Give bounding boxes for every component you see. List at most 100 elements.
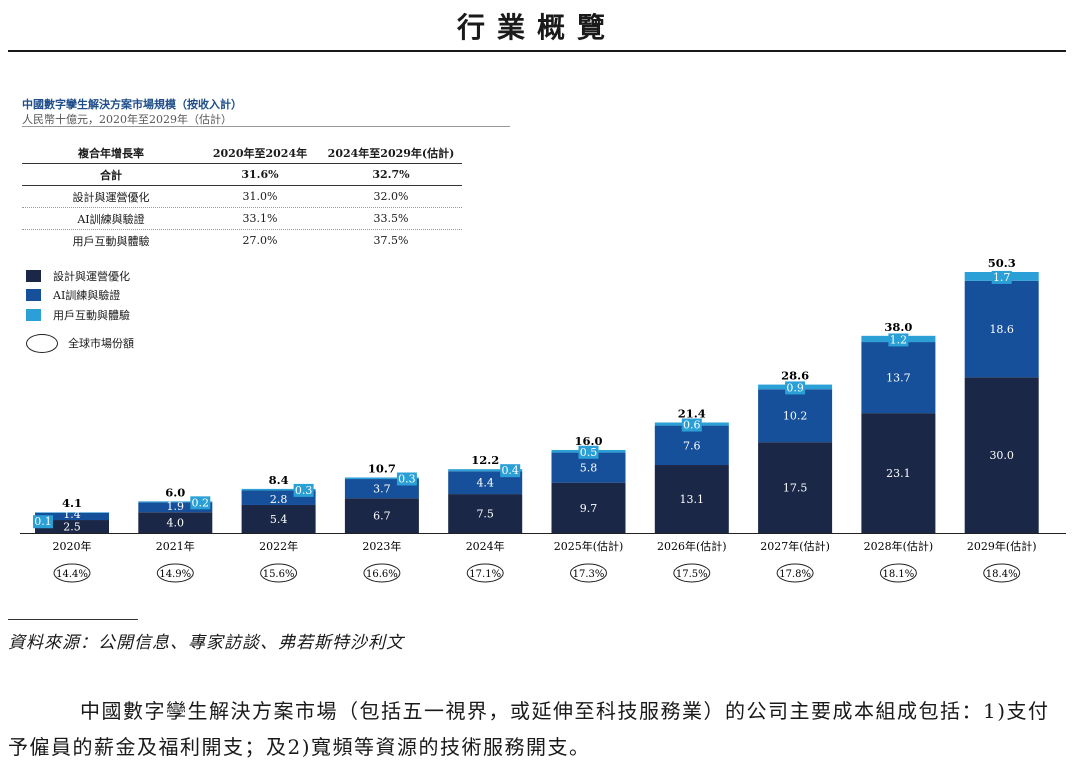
bar-segment — [241, 504, 316, 533]
legend-label: 設計與運營優化 — [53, 269, 130, 283]
segment-label-badge — [785, 381, 806, 395]
segment-value-label: 30.0 — [989, 449, 1014, 462]
cagr-cell-value: 37.5% — [373, 234, 409, 247]
global-share-oval — [879, 563, 917, 583]
cagr-table: 複合年增長率 2020年至2024年 2024年至2029年(估計) 合計 31… — [22, 142, 462, 251]
chart-legend: 設計與運營優化 AI訓練與驗證 用戶互動與體驗 全球市場份額 — [26, 266, 134, 353]
cagr-cell-label: 用戶互動與體驗 — [72, 234, 150, 248]
segment-label-badge — [190, 496, 211, 510]
total-value-label: 10.7 — [368, 461, 396, 475]
bar-segment — [964, 280, 1039, 378]
legend-label: AI訓練與驗證 — [53, 289, 121, 303]
total-value-label: 16.0 — [574, 434, 602, 448]
global-share-oval — [53, 563, 91, 583]
cagr-row-ux: 用戶互動與體驗 27.0% 37.5% — [22, 230, 462, 251]
global-share-oval — [260, 563, 298, 583]
legend-item-global-share: 全球市場份額 — [26, 333, 134, 353]
title-divider — [22, 126, 510, 127]
segment-value-label: 1.2 — [890, 333, 908, 346]
global-share-label: 14.4% — [56, 569, 88, 580]
bar-segment — [138, 502, 213, 513]
segment-value-label: 0.4 — [501, 464, 519, 477]
legend-swatch — [26, 269, 41, 282]
segment-value-label: 2.5 — [63, 521, 81, 534]
x-tick-label: 2026年(估計) — [657, 539, 727, 553]
segment-value-label: 10.2 — [783, 410, 808, 423]
bar-segment — [35, 520, 109, 533]
cagr-header-metric: 複合年增長率 — [78, 146, 144, 160]
bar-segment — [138, 501, 213, 503]
segment-value-label: 2.8 — [270, 493, 288, 506]
segment-value-label: 7.5 — [476, 508, 494, 521]
bar-segment — [344, 498, 419, 533]
body-paragraph: 中國數字孿生解決方案市場（包括五一視界，或延伸至科技服務業）的公司主要成本組成包… — [8, 699, 1050, 759]
bar-segment — [448, 494, 523, 533]
global-share-label: 18.1% — [883, 569, 915, 580]
x-tick-label: 2029年(估計) — [967, 539, 1037, 553]
total-value-label: 50.3 — [988, 256, 1016, 270]
cagr-header-period-1: 2020年至2024年 — [212, 146, 308, 160]
cagr-header-row: 複合年增長率 2020年至2024年 2024年至2029年(估計) — [22, 142, 462, 164]
segment-value-label: 0.2 — [192, 496, 210, 509]
page-title: 行業概覽 — [456, 11, 617, 44]
segment-label-badge — [578, 445, 599, 459]
x-tick-label: 2020年 — [53, 539, 92, 553]
cagr-cell-label: 合計 — [100, 168, 122, 182]
global-share-label: 17.5% — [676, 569, 708, 580]
segment-value-label: 0.3 — [295, 484, 313, 497]
bar-segment — [35, 512, 109, 521]
stacked-bar-chart: 2.51.4 0.1 4.1 2020年 14.4% 4.0 1.9 0.2 6.0 2021年 1… — [20, 256, 1066, 583]
total-value-label: 21.4 — [678, 406, 706, 420]
x-tick-label: 2027年(估計) — [760, 539, 830, 553]
cagr-row-total: 合計 31.6% 32.7% — [22, 164, 462, 186]
global-share-label: 16.6% — [366, 569, 398, 580]
source-note: 資料來源：公開信息、專家訪談、弗若斯特沙利文 — [8, 633, 404, 653]
segment-label-badge — [293, 483, 314, 497]
x-tick-label: 2023年 — [362, 539, 401, 553]
segment-value-label: 9.7 — [580, 502, 598, 515]
legend-item-ai: AI訓練與驗證 — [26, 286, 134, 306]
segment-label-badge — [681, 418, 702, 432]
global-share-oval — [570, 563, 607, 583]
cagr-cell-value: 27.0% — [242, 234, 278, 247]
x-tick-label: 2028年(估計) — [864, 539, 934, 553]
global-share-oval — [776, 563, 814, 583]
global-share-label: 17.1% — [469, 569, 501, 580]
total-value-label: 38.0 — [884, 320, 912, 334]
segment-value-label: 0.3 — [398, 472, 416, 485]
x-tick-label: 2025年(估計) — [554, 539, 624, 553]
cagr-cell-value: 33.1% — [242, 212, 278, 225]
bar-segment — [448, 469, 523, 472]
global-share-oval — [983, 563, 1021, 583]
segment-value-label: 18.6 — [989, 323, 1014, 336]
segment-value-label: 0.5 — [580, 446, 598, 459]
segment-value-label: 13.1 — [680, 493, 705, 506]
segment-value-label: 3.7 — [373, 483, 391, 496]
chart-title: 中國數字孿生解決方案市場規模（按收入計） — [22, 98, 242, 111]
cagr-header-period-2: 2024年至2029年(估計) — [327, 146, 455, 160]
segment-label-badge — [33, 515, 53, 529]
segment-value-label: 4.0 — [167, 517, 185, 530]
bar-segment — [35, 512, 109, 513]
bar-segment — [654, 465, 729, 533]
total-value-label: 12.2 — [471, 453, 499, 467]
bar-segment — [241, 488, 316, 491]
segment-label-badge — [888, 333, 909, 347]
legend-swatch — [26, 308, 41, 321]
global-share-label: 17.8% — [779, 569, 811, 580]
legend-label: 用戶互動與體驗 — [53, 308, 130, 322]
global-share-label: 14.9% — [159, 569, 191, 580]
segment-value-label: 4.4 — [476, 477, 494, 490]
bar-segment — [758, 442, 833, 533]
global-share-oval — [363, 563, 401, 583]
total-value-label: 6.0 — [165, 485, 185, 499]
x-tick-label: 2022年 — [259, 539, 298, 553]
bar-segment — [551, 482, 626, 533]
legend-item-design: 設計與運營優化 — [26, 266, 134, 286]
bar-segment — [138, 512, 213, 533]
page-header: 行業概覽 — [8, 0, 1066, 52]
segment-value-label: 17.5 — [783, 482, 808, 495]
segment-value-label: 1.7 — [993, 271, 1011, 284]
cagr-row-ai: AI訓練與驗證 33.1% 33.5% — [22, 208, 462, 230]
bar-segment — [964, 377, 1039, 533]
